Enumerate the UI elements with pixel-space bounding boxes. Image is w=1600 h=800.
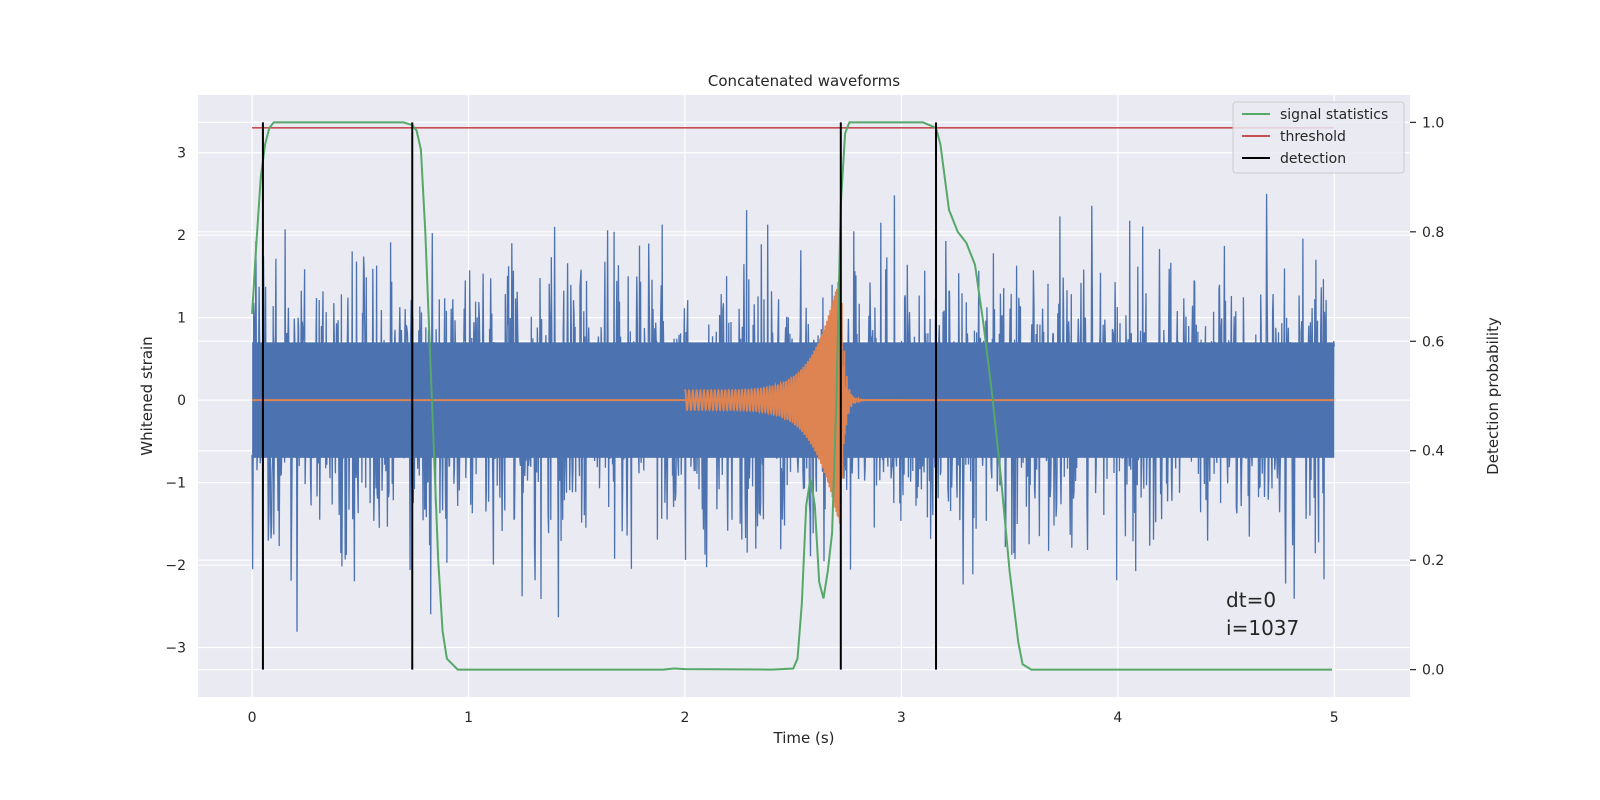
legend-label-detection: detection (1280, 151, 1346, 167)
y-tick-label: −3 (165, 641, 186, 657)
data-layer (251, 121, 1335, 671)
ticks: 0 1 2 3 4 5 −3 −2 −1 0 1 2 3 0.0 0.2 0.4 0.6 0.8 1.0 (165, 115, 1444, 726)
annotation-dt: dt=0 (1226, 588, 1276, 612)
waveform-chirp (684, 271, 902, 531)
y2-axis-label: Detection probability (1484, 317, 1502, 475)
y2-tick-label: 1.0 (1422, 115, 1444, 131)
y-tick-label: 3 (177, 146, 186, 162)
legend-box (1232, 101, 1405, 174)
x-axis-label: Time (s) (773, 729, 835, 747)
y-tick-label: −2 (165, 558, 186, 574)
legend-label-signal-statistics: signal statistics (1280, 107, 1388, 123)
y-tick-label: 1 (177, 311, 186, 327)
y2-tick-label: 0.0 (1422, 663, 1444, 679)
x-tick-label: 0 (248, 710, 257, 726)
x-tick-label: 3 (897, 710, 906, 726)
chart-title: Concatenated waveforms (708, 72, 900, 90)
y2-tick-label: 0.2 (1422, 553, 1444, 569)
y-tick-label: −1 (165, 476, 186, 492)
x-tick-label: 4 (1113, 710, 1122, 726)
x-tick-label: 5 (1330, 710, 1339, 726)
y-tick-label: 2 (177, 228, 186, 244)
legend: signal statistics threshold detection (1232, 101, 1405, 174)
y-axis-label: Whitened strain (138, 336, 156, 455)
annotation-index: i=1037 (1226, 616, 1299, 640)
y-tick-label: 0 (177, 393, 186, 409)
legend-label-threshold: threshold (1280, 129, 1346, 145)
x-tick-label: 1 (464, 710, 473, 726)
y2-tick-label: 0.4 (1422, 444, 1444, 460)
y2-tick-label: 0.8 (1422, 225, 1444, 241)
strain-series (251, 193, 1335, 632)
x-tick-label: 2 (681, 710, 690, 726)
y2-tick-label: 0.6 (1422, 334, 1444, 350)
